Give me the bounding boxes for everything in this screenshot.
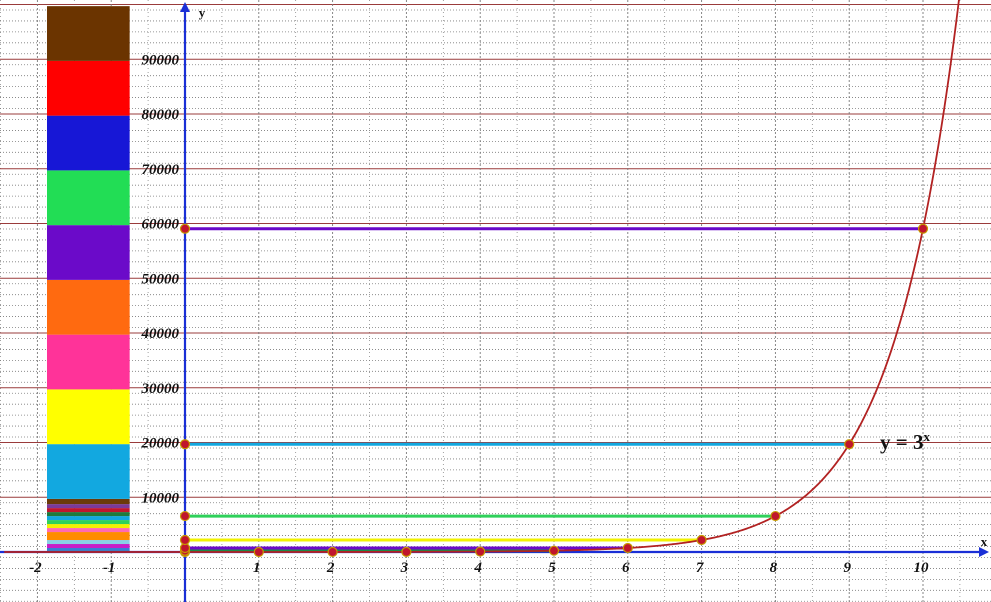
x-tick-label: -2 [29, 560, 42, 576]
curve-point [770, 510, 781, 522]
bar-segment [46, 444, 130, 499]
bar-segment [46, 334, 130, 390]
y-axis-point [179, 223, 191, 234]
bar-segment [46, 225, 130, 280]
bar-segment [46, 279, 130, 335]
bar-segment [46, 548, 130, 551]
y-tick-label: 10000 [142, 490, 180, 506]
x-axis-label: x [981, 534, 988, 549]
bar-segment [46, 544, 130, 549]
x-tick-label: 2 [326, 560, 335, 576]
y-tick-label: 30000 [141, 381, 180, 397]
y-tick-label: 20000 [141, 436, 180, 452]
x-axis-arrow [979, 547, 989, 557]
y-tick-label: 70000 [142, 162, 180, 178]
bar-segment [46, 512, 130, 517]
y-axis-arrow [180, 2, 190, 12]
y-axis-point [179, 534, 191, 546]
bar-segment [46, 170, 130, 226]
curve-point [622, 542, 633, 554]
x-tick-label: 7 [696, 560, 704, 576]
stacked-color-bar [46, 6, 130, 552]
y-axis-point [179, 439, 191, 450]
curve-point [696, 534, 707, 546]
y-tick-label: 40000 [141, 326, 180, 342]
bar-segment [46, 60, 130, 116]
x-tick-label: 3 [400, 560, 409, 576]
x-tick-label: 4 [473, 560, 482, 576]
bar-segment [46, 524, 130, 529]
bar-segment [46, 540, 130, 545]
bar-segment [46, 520, 130, 525]
equation-exponent: x [923, 429, 930, 444]
y-tick-label: 60000 [142, 217, 180, 233]
x-tick-label: 9 [843, 560, 851, 576]
data-points [179, 223, 929, 558]
equation-base: y = 3 [880, 430, 923, 454]
curve-point [401, 546, 412, 557]
x-tick-label: 5 [548, 560, 556, 576]
y-tick-label: 90000 [142, 52, 180, 68]
bar-segment [46, 532, 130, 541]
bar-segment [46, 6, 130, 61]
x-tick-label: 6 [622, 560, 630, 576]
y-tick-label: 50000 [142, 271, 180, 287]
bar-segment [46, 508, 130, 513]
curve-point [475, 546, 486, 557]
curve-point [548, 545, 560, 556]
y-axis-label: y [199, 5, 206, 20]
x-tick-label: -1 [103, 560, 116, 576]
bar-segment [46, 498, 130, 505]
bar-segment [46, 115, 130, 171]
bar-segment [46, 516, 130, 521]
tick-labels: -2 -1 1 2 3 4 5 6 7 8 9 10 10000 20000 30000 40000 50000… [29, 52, 929, 576]
curve-point [327, 546, 338, 558]
curve-equation-label: y = 3x [880, 429, 930, 454]
y-axis-point [179, 510, 191, 522]
x-tick-label: 8 [770, 560, 778, 576]
bar-segment [46, 389, 130, 445]
curve-point [844, 439, 855, 450]
y-tick-label: 80000 [142, 107, 180, 123]
curve-point [253, 546, 264, 558]
bar-segment [46, 504, 130, 509]
x-tick-label: 10 [914, 560, 930, 576]
bar-segment [46, 528, 130, 533]
x-tick-label: 1 [253, 560, 261, 576]
curve-point [917, 223, 929, 234]
